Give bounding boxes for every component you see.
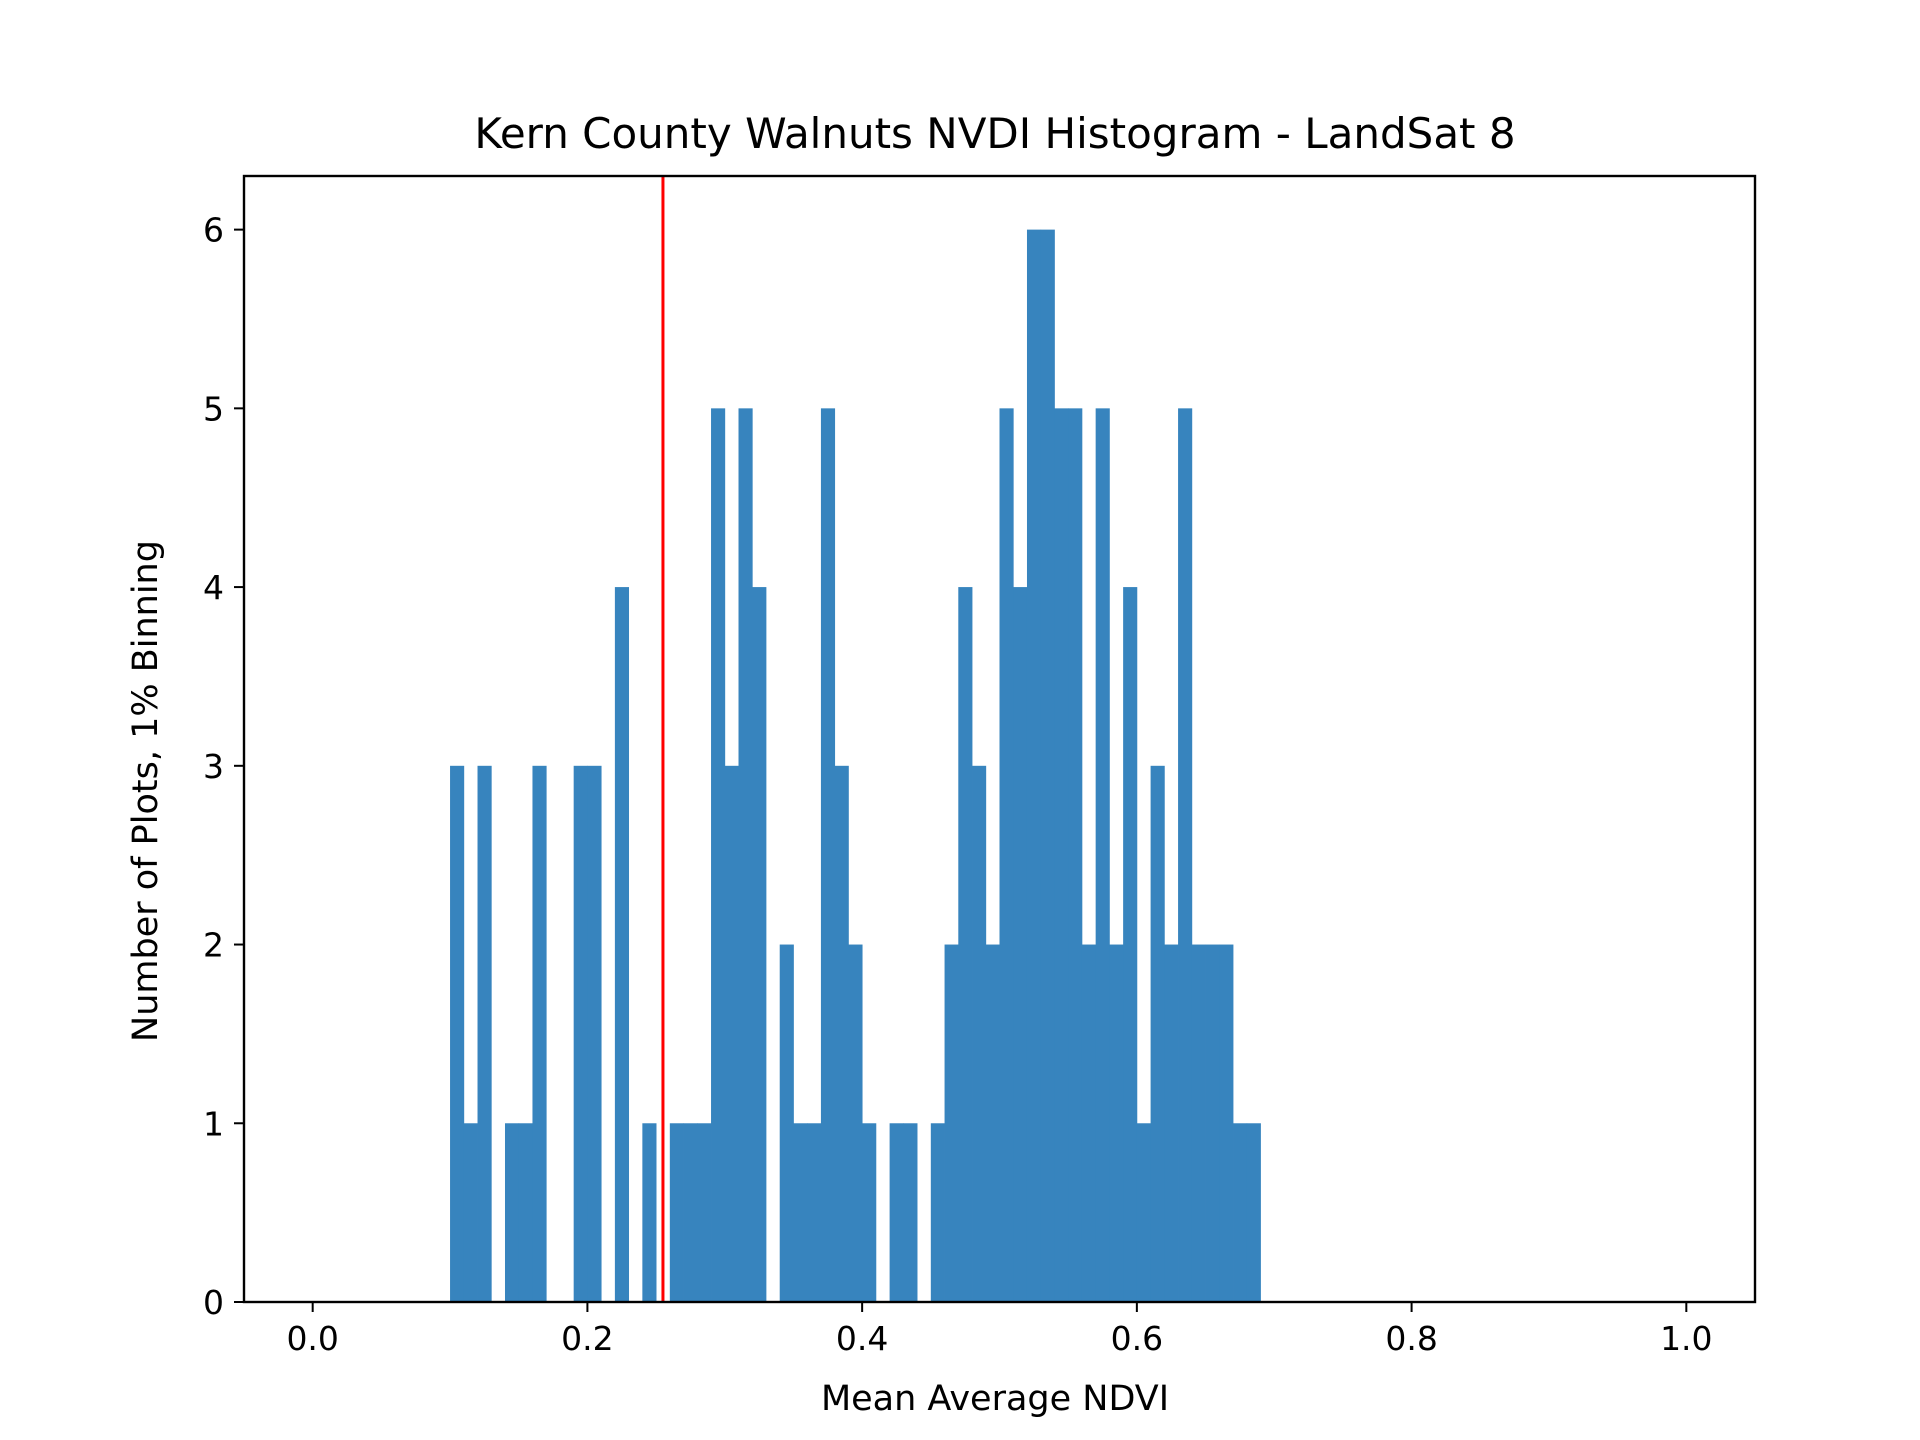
histogram-bar <box>1219 944 1234 1302</box>
x-tick-label: 0.0 <box>286 1319 338 1358</box>
histogram-bar <box>587 765 602 1302</box>
histogram-bar <box>1026 229 1042 1303</box>
histogram-bar <box>738 408 753 1302</box>
histogram-bar <box>450 765 465 1302</box>
y-tick-label: 2 <box>203 926 224 965</box>
histogram-bar <box>1109 944 1124 1302</box>
histogram-bar <box>724 765 739 1302</box>
histogram-bar <box>848 944 863 1302</box>
histogram-bar <box>1081 944 1097 1302</box>
y-tick-label: 6 <box>203 211 224 250</box>
x-axis-label: Mean Average NDVI <box>821 1379 1169 1419</box>
histogram-bar <box>532 765 547 1302</box>
histogram-bar <box>504 1123 520 1302</box>
histogram-bar <box>807 1123 822 1302</box>
y-tick-label: 4 <box>203 568 224 607</box>
histogram-bar <box>1095 408 1110 1302</box>
y-axis-label: Number of Plots, 1% Binning <box>126 540 166 1042</box>
histogram-bar <box>477 765 492 1302</box>
histogram-bar <box>1164 944 1179 1302</box>
histogram-bar <box>1246 1123 1261 1302</box>
histogram-bar <box>779 944 794 1302</box>
histogram-bar <box>1054 408 1069 1302</box>
histogram-bar <box>834 765 849 1302</box>
y-tick-label: 5 <box>203 389 224 428</box>
histogram-bar <box>972 765 987 1302</box>
x-tick-label: 0.8 <box>1385 1319 1437 1358</box>
x-tick-label: 1.0 <box>1660 1319 1712 1358</box>
y-tick-label: 1 <box>203 1104 224 1143</box>
histogram-bar <box>958 587 973 1302</box>
x-tick-label: 0.6 <box>1111 1319 1163 1358</box>
histogram-bar <box>1040 229 1055 1303</box>
histogram-bar <box>1233 1123 1248 1302</box>
histogram-bar <box>889 1123 904 1302</box>
histogram-bar <box>1123 587 1138 1302</box>
histogram-bar <box>614 587 630 1302</box>
histogram-bar <box>862 1123 877 1302</box>
bars-group <box>450 229 1261 1303</box>
y-tick-label: 0 <box>203 1283 224 1322</box>
histogram-bar <box>642 1123 657 1302</box>
histogram-bar <box>985 944 1000 1302</box>
histogram-bar <box>1205 944 1220 1302</box>
histogram-bar <box>1150 765 1165 1302</box>
x-axis-ticks: 0.0 0.2 0.4 0.6 0.8 1.0 <box>286 1302 1713 1358</box>
histogram-bar <box>697 1123 712 1302</box>
histogram-bar <box>944 944 959 1302</box>
histogram-bar <box>1191 944 1206 1302</box>
histogram-bar <box>683 1123 698 1302</box>
histogram-bar <box>1178 408 1193 1302</box>
histogram-bar <box>573 765 588 1302</box>
histogram-bar <box>463 1123 478 1302</box>
chart-title: Kern County Walnuts NVDI Histogram - Lan… <box>474 109 1515 158</box>
plot-frame <box>242 174 1757 1304</box>
y-axis-ticks: 0 1 2 3 4 5 6 <box>203 211 244 1322</box>
x-tick-label: 0.4 <box>836 1319 888 1358</box>
histogram-bar <box>1068 408 1083 1302</box>
histogram-bar <box>752 587 767 1302</box>
histogram-bar <box>999 408 1014 1302</box>
y-tick-label: 3 <box>203 747 224 786</box>
histogram-bar <box>518 1123 533 1302</box>
histogram-bar <box>669 1123 684 1302</box>
histogram-bar <box>820 408 836 1302</box>
histogram-bar <box>711 408 726 1302</box>
histogram-bar <box>1136 1123 1151 1302</box>
histogram-bar <box>930 1123 945 1302</box>
histogram-bar <box>903 1123 918 1302</box>
x-tick-label: 0.2 <box>561 1319 613 1358</box>
histogram-bar <box>1013 587 1028 1302</box>
histogram-bar <box>793 1123 808 1302</box>
